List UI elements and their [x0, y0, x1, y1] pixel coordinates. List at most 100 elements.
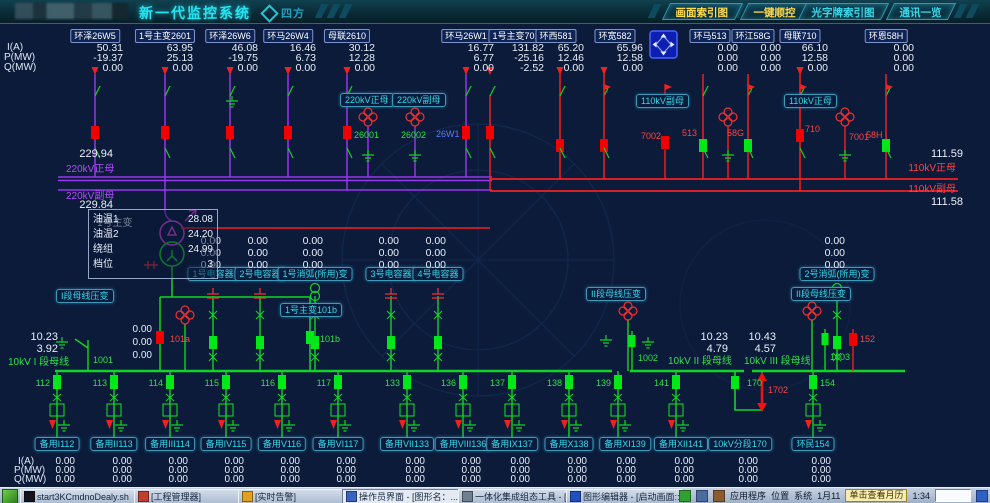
- bay-label[interactable]: 环泽26W6: [205, 29, 255, 43]
- diagram-button[interactable]: 110kV副母: [636, 94, 689, 108]
- nav-button-1[interactable]: 画面索引图: [661, 3, 743, 20]
- switch-1003[interactable]: [821, 333, 829, 345]
- feeder-button[interactable]: 备用VIII136: [434, 437, 492, 451]
- bay-label[interactable]: 环马513: [689, 29, 731, 43]
- feeder-button[interactable]: 备用IV115: [200, 437, 252, 451]
- bay-label[interactable]: 环宽582: [594, 29, 636, 43]
- bay-label[interactable]: 环马26W1: [441, 29, 491, 43]
- breaker-母联710[interactable]: [796, 129, 804, 142]
- tray-clock[interactable]: 1:34: [912, 490, 930, 501]
- diagram-button[interactable]: II段母线压变: [791, 287, 852, 301]
- diagram-button[interactable]: I段母线压变: [56, 289, 114, 303]
- bay-label[interactable]: 环泽26W5: [70, 29, 120, 43]
- switch-1002[interactable]: [628, 335, 636, 347]
- bay-label[interactable]: 1号主变701: [488, 29, 544, 43]
- bay-label[interactable]: 环江58G: [731, 29, 775, 43]
- breaker-环江58G[interactable]: [744, 139, 752, 152]
- breaker-母联2610[interactable]: [343, 126, 351, 139]
- taskbar-item[interactable]: 图形编辑器 - [启动画面::...: [566, 489, 684, 503]
- breaker-141[interactable]: [672, 375, 680, 389]
- taskbar-item[interactable]: 操作员界面 - [图形名：...: [342, 489, 462, 503]
- bay-label[interactable]: 母联710: [779, 29, 821, 43]
- tray-extra-icon[interactable]: [976, 489, 988, 502]
- breaker-cap[interactable]: [833, 336, 841, 349]
- breaker-136[interactable]: [459, 375, 467, 389]
- diagram-button[interactable]: II段母线压变: [586, 287, 647, 301]
- nav-button-4[interactable]: 通讯一览: [885, 3, 957, 20]
- feeder-button[interactable]: 备用VII133: [379, 437, 435, 451]
- breaker-7002[interactable]: [661, 136, 669, 149]
- cap-bay-button[interactable]: 2号消弧(所用)变: [799, 267, 875, 281]
- taskbar-item[interactable]: start3KCmdnoDealy.sh: [20, 489, 138, 503]
- breaker-138[interactable]: [565, 375, 573, 389]
- breaker-1号主变2601[interactable]: [161, 126, 169, 139]
- breaker-cap[interactable]: [434, 336, 442, 349]
- breaker-cap[interactable]: [256, 336, 264, 349]
- breaker-116[interactable]: [278, 375, 286, 389]
- tray-app-icon[interactable]: [679, 489, 692, 502]
- menu-system[interactable]: 系统: [794, 491, 813, 501]
- menu-places[interactable]: 位置: [771, 491, 790, 501]
- breaker-环马26W1[interactable]: [462, 126, 470, 139]
- breaker-环马26W4[interactable]: [284, 126, 292, 139]
- bay-label[interactable]: 环马26W4: [263, 29, 313, 43]
- feeder-button[interactable]: 环民154: [791, 437, 835, 451]
- diagram-button[interactable]: 220kV副母: [392, 93, 446, 107]
- bay-label[interactable]: 环恩58H: [864, 29, 908, 43]
- feeder-button[interactable]: 10kV分段170: [708, 437, 772, 451]
- feeder-button[interactable]: 备用II113: [90, 437, 138, 451]
- breaker-137[interactable]: [508, 375, 516, 389]
- diagram-button[interactable]: 1号主变101b: [280, 303, 343, 317]
- breaker-101b[interactable]: [306, 331, 314, 344]
- breaker-cap[interactable]: [209, 336, 217, 349]
- breaker-112[interactable]: [53, 375, 61, 389]
- breaker-114[interactable]: [166, 375, 174, 389]
- bay-label[interactable]: 1号主变2601: [134, 29, 196, 43]
- breaker-113[interactable]: [110, 375, 118, 389]
- breaker-环宽582[interactable]: [600, 139, 608, 152]
- feeder-button[interactable]: 备用V116: [257, 437, 307, 451]
- cap-bay-button[interactable]: 4号电容器: [412, 267, 464, 281]
- bay-label[interactable]: 母联2610: [323, 29, 371, 43]
- breaker-cap[interactable]: [311, 336, 319, 349]
- feeder-button[interactable]: 备用X138: [544, 437, 594, 451]
- taskbar-item[interactable]: 一体化集成组态工具 - [...: [458, 489, 570, 503]
- breaker-环西581[interactable]: [556, 139, 564, 152]
- diagram-button[interactable]: 110kV正母: [784, 94, 837, 108]
- diagram-glyph: [310, 352, 320, 362]
- breaker-cap[interactable]: [387, 336, 395, 349]
- breaker-139[interactable]: [614, 375, 622, 389]
- feeder-button[interactable]: 备用XII141: [653, 437, 709, 451]
- tray-volume-icon[interactable]: [713, 489, 726, 502]
- breaker-154[interactable]: [809, 375, 817, 389]
- bay-label[interactable]: 环西581: [535, 29, 577, 43]
- start-menu-icon[interactable]: [2, 489, 18, 503]
- feeder-button[interactable]: 备用XI139: [599, 437, 651, 451]
- breaker-环泽26W6[interactable]: [226, 126, 234, 139]
- feeder-button[interactable]: 备用I112: [34, 437, 80, 451]
- breaker-101a[interactable]: [156, 331, 164, 344]
- breaker-环恩58H[interactable]: [882, 139, 890, 152]
- nav-button-3[interactable]: 光字牌索引图: [797, 3, 890, 20]
- feeder-button[interactable]: 备用IX137: [486, 437, 538, 451]
- breaker-170[interactable]: [731, 376, 739, 389]
- taskbar-item[interactable]: [实时告警]: [238, 489, 346, 503]
- cap-bay-button[interactable]: 2号电容器: [234, 267, 286, 281]
- navigation-pad[interactable]: [649, 30, 678, 59]
- breaker-117[interactable]: [334, 375, 342, 389]
- menu-applications[interactable]: 应用程序: [730, 491, 767, 501]
- feeder-button[interactable]: 备用VI117: [312, 437, 364, 451]
- breaker-133[interactable]: [403, 375, 411, 389]
- diagram-button[interactable]: 220kV正母: [340, 93, 394, 107]
- breaker-环马513[interactable]: [699, 139, 707, 152]
- cap-bay-button[interactable]: 1号消弧(所用)变: [277, 267, 353, 281]
- tray-network-icon[interactable]: [696, 489, 709, 502]
- breaker-环泽26W5[interactable]: [91, 126, 99, 139]
- show-desktop-button[interactable]: [935, 489, 971, 502]
- feeder-button[interactable]: 备用III114: [145, 437, 195, 451]
- tray-date[interactable]: 1月11: [817, 491, 841, 501]
- breaker-152[interactable]: [849, 333, 857, 346]
- breaker-1号主变701[interactable]: [486, 126, 494, 139]
- breaker-115[interactable]: [222, 375, 230, 389]
- taskbar-item[interactable]: [工程管理器]: [134, 489, 242, 503]
